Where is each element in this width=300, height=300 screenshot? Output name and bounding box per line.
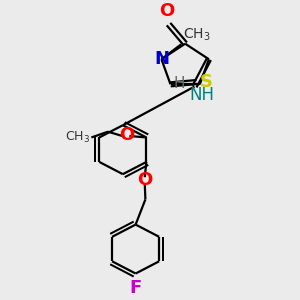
Text: O: O — [137, 171, 152, 189]
Text: CH$_3$: CH$_3$ — [183, 26, 211, 43]
Text: N: N — [154, 50, 169, 68]
Text: F: F — [130, 279, 142, 297]
Text: O: O — [159, 2, 175, 20]
Text: S: S — [200, 73, 213, 91]
Text: O: O — [119, 126, 134, 144]
Text: CH$_3$: CH$_3$ — [65, 130, 90, 145]
Text: NH: NH — [189, 86, 214, 104]
Text: H: H — [173, 76, 185, 91]
